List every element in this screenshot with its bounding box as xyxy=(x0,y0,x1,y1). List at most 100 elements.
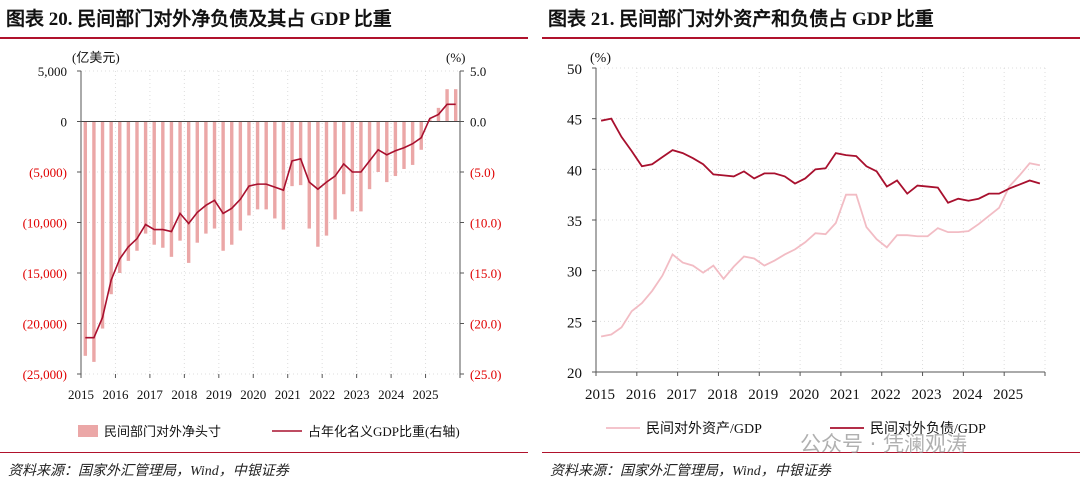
x-tick-label: 2022 xyxy=(871,387,901,403)
x-tick-label: 2016 xyxy=(102,387,129,402)
bar xyxy=(359,121,363,212)
series-line-liabilities xyxy=(600,117,1041,204)
legend-label: 民间部门对外净头寸 xyxy=(104,424,221,439)
watermark: 公众号 · 凭澜观涛 xyxy=(800,432,968,456)
legend-label: 民间对外负债/GDP xyxy=(870,421,986,437)
series-line-gdp-share xyxy=(85,103,456,339)
panel-net-liabilities: 图表 20. 民间部门对外净负债及其占 GDP 比重 资料来源：国家外汇管理局，… xyxy=(0,0,530,490)
bar xyxy=(342,121,346,195)
bar xyxy=(419,121,423,150)
title-divider xyxy=(542,37,1080,39)
left-tick-label: (25,000) xyxy=(23,367,67,382)
x-tick-label: 2023 xyxy=(344,387,370,402)
bar xyxy=(230,121,234,245)
y-tick-label: 25 xyxy=(567,315,582,331)
left-tick-label: 5,000 xyxy=(38,64,67,79)
y-tick-label: 45 xyxy=(567,113,582,129)
footer-divider xyxy=(542,452,1080,453)
y-tick-label: 40 xyxy=(567,163,582,179)
bar xyxy=(428,119,432,122)
series-line-assets xyxy=(600,162,1041,338)
legend-swatch-bar xyxy=(78,425,98,437)
x-tick-label: 2017 xyxy=(667,387,698,403)
x-tick-label: 2021 xyxy=(275,387,301,402)
x-tick-label: 2021 xyxy=(830,387,860,403)
x-tick-label: 2018 xyxy=(707,387,737,403)
x-tick-label: 2017 xyxy=(137,387,164,402)
bar xyxy=(83,121,88,356)
bar xyxy=(161,121,165,248)
x-tick-label: 2015 xyxy=(585,387,615,403)
bar xyxy=(367,121,372,190)
bar xyxy=(255,121,260,210)
right-tick-label: (25.0) xyxy=(470,367,501,382)
right-tick-label: (5.0) xyxy=(470,165,495,180)
right-axis-unit: (%) xyxy=(446,50,466,65)
left-tick-label: (20,000) xyxy=(23,317,67,332)
bar xyxy=(109,121,113,295)
y-axis-unit: (%) xyxy=(590,51,611,66)
bar xyxy=(118,121,122,273)
bar xyxy=(298,121,303,186)
bar xyxy=(126,121,131,261)
bar xyxy=(152,121,156,245)
left-axis-unit: (亿美元) xyxy=(72,50,120,65)
source-note: 资料来源：国家外汇管理局，Wind，中银证券 xyxy=(8,464,289,479)
x-tick-label: 2022 xyxy=(309,387,335,402)
bar xyxy=(333,121,337,220)
source-note: 资料来源：国家外汇管理局，Wind，中银证券 xyxy=(550,464,831,479)
bar xyxy=(290,121,294,187)
x-tick-label: 2019 xyxy=(748,387,778,403)
x-tick-label: 2024 xyxy=(952,387,983,403)
y-tick-label: 20 xyxy=(567,366,582,382)
bar xyxy=(212,121,217,229)
right-tick-label: 5.0 xyxy=(470,64,486,79)
x-tick-label: 2018 xyxy=(171,387,197,402)
bar xyxy=(247,121,251,216)
x-tick-label: 2020 xyxy=(240,387,266,402)
panel-assets-liabilities: 图表 21. 民间部门对外资产和负债占 GDP 比重 资料来源：国家外汇管理局，… xyxy=(542,0,1080,490)
bar xyxy=(186,121,191,263)
bar xyxy=(316,121,320,247)
left-tick-label: (15,000) xyxy=(23,266,67,281)
x-tick-label: 2020 xyxy=(789,387,819,403)
bar xyxy=(221,121,225,251)
bar xyxy=(92,121,96,362)
legend-label: 民间对外资产/GDP xyxy=(646,421,762,437)
y-tick-label: 30 xyxy=(567,265,582,281)
x-tick-label: 2019 xyxy=(206,387,232,402)
bar xyxy=(273,121,277,219)
right-tick-label: 0.0 xyxy=(470,115,486,130)
left-tick-label: 0 xyxy=(61,115,68,130)
x-tick-label: 2024 xyxy=(378,387,405,402)
x-tick-label: 2023 xyxy=(912,387,942,403)
bar xyxy=(178,121,182,241)
title-divider xyxy=(0,37,528,39)
bar xyxy=(402,121,406,169)
chart-title: 图表 20. 民间部门对外净负债及其占 GDP 比重 xyxy=(6,9,392,30)
bar xyxy=(307,121,311,229)
bar xyxy=(204,121,208,234)
bar xyxy=(143,121,148,234)
bar xyxy=(385,121,389,183)
x-tick-label: 2025 xyxy=(413,387,439,402)
x-tick-label: 2016 xyxy=(626,387,657,403)
bar xyxy=(100,121,105,329)
bar xyxy=(393,121,398,177)
bar xyxy=(324,121,329,236)
bar xyxy=(238,121,243,231)
x-tick-label: 2025 xyxy=(993,387,1023,403)
left-tick-label: (10,000) xyxy=(23,216,67,231)
y-tick-label: 35 xyxy=(567,214,582,230)
bar xyxy=(195,121,199,243)
bar xyxy=(453,89,458,122)
bar xyxy=(169,121,174,257)
x-tick-label: 2015 xyxy=(68,387,94,402)
bar xyxy=(264,121,268,210)
right-tick-label: (15.0) xyxy=(470,266,501,281)
bar xyxy=(376,121,380,172)
footer-divider xyxy=(0,452,528,453)
left-tick-label: (5,000) xyxy=(29,165,67,180)
bar xyxy=(281,121,286,230)
